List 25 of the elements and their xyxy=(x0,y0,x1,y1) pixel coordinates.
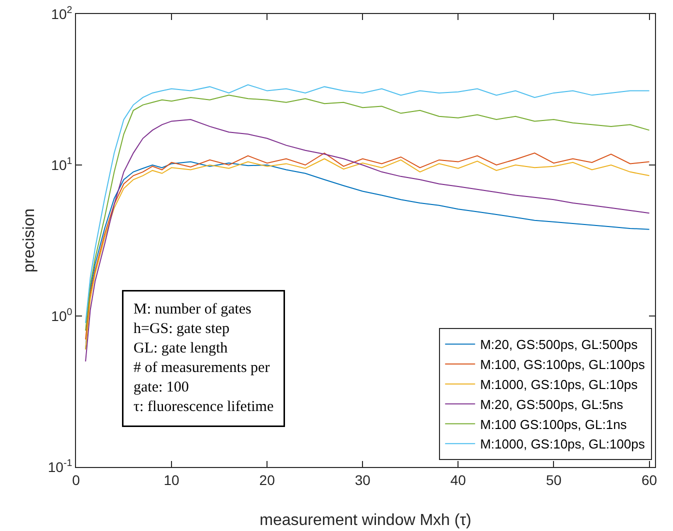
legend-label: M:20, GS:500ps, GL:5ns xyxy=(480,396,624,412)
annotation: GL: gate length xyxy=(134,340,228,356)
annotation: h=GS: gate step xyxy=(134,321,230,337)
x-tick-label: 50 xyxy=(546,472,562,488)
legend-label: M:100 GS:100ps, GL:1ns xyxy=(480,416,628,432)
annotation: τ: fluorescence lifetime xyxy=(134,399,274,415)
x-tick-label: 0 xyxy=(72,472,80,488)
legend-label: M:100, GS:100ps, GL:100ps xyxy=(480,357,646,372)
annotation: gate: 100 xyxy=(134,380,189,396)
x-tick-label: 10 xyxy=(164,472,180,488)
y-tick-label: 10$^{-1}$ xyxy=(48,458,72,475)
annotation: # of measurements per xyxy=(134,360,270,376)
x-axis-title: measurement window Mxh (τ) xyxy=(260,512,472,529)
annotation: M: number of gates xyxy=(134,302,252,318)
x-tick-label: 40 xyxy=(450,472,466,488)
legend-label: M:1000, GS:10ps, GL:100ps xyxy=(480,436,646,452)
legend-label: M:1000, GS:10ps, GL:10ps xyxy=(480,377,638,392)
y-tick-label: 10$^{1}$ xyxy=(51,156,72,173)
y-tick-label: 10$^{0}$ xyxy=(51,307,73,324)
legend-label: M:20, GS:500ps, GL:500ps xyxy=(480,337,638,352)
x-tick-label: 20 xyxy=(259,472,276,488)
y-axis-title: precision xyxy=(21,208,38,273)
x-tick-label: 30 xyxy=(354,472,371,488)
x-tick-label: 60 xyxy=(641,472,658,488)
y-tick-label: 10$^{2}$ xyxy=(51,5,72,22)
